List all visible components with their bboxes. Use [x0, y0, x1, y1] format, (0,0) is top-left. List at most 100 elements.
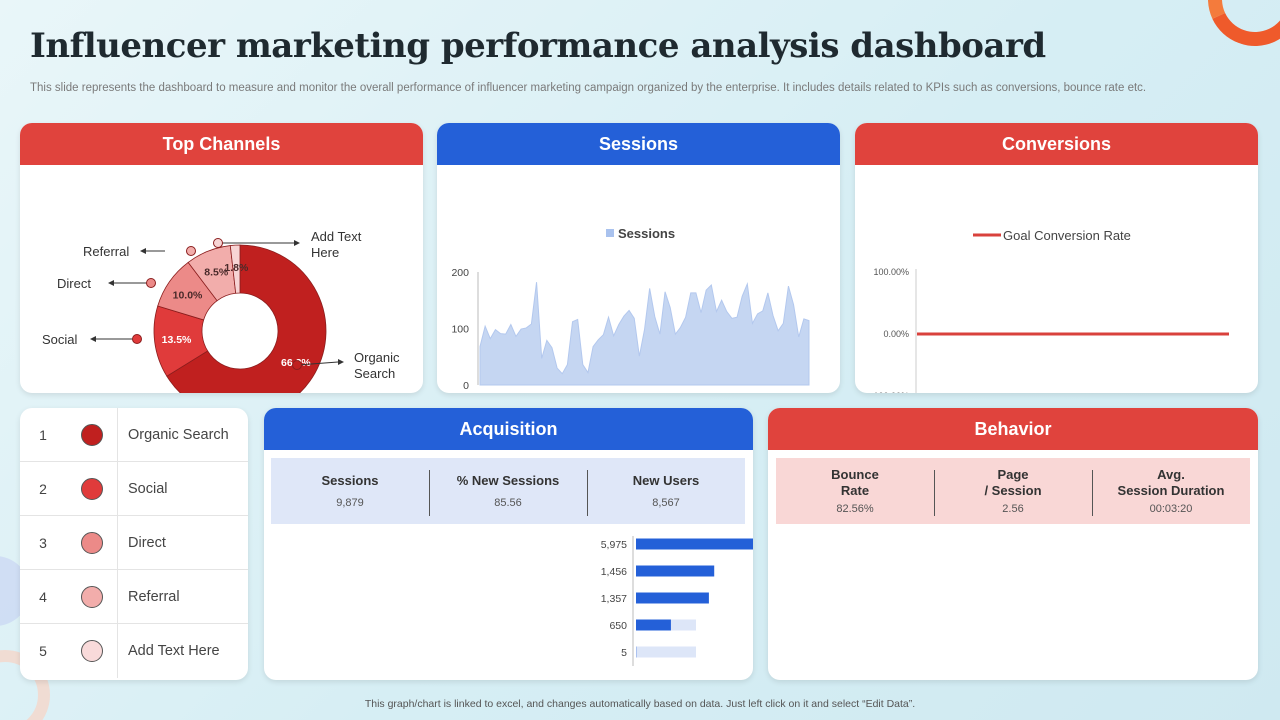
- kpi-new-sessions-value: 85.56: [494, 497, 522, 509]
- acquisition-bar-label: 5,975: [601, 539, 627, 551]
- callout-dot: [132, 334, 142, 344]
- decorative-ring: [1194, 0, 1280, 60]
- kpi-sessions-label: Sessions: [321, 473, 379, 488]
- legend-rank: 3: [39, 534, 47, 551]
- callout-referral: Referral: [83, 244, 129, 259]
- kpi-bounce-label-2: Rate: [840, 483, 870, 498]
- donut-slice-add-text-here[interactable]: [229, 244, 241, 294]
- callout-dot: [186, 246, 196, 256]
- conversions-legend-label: Goal Conversion Rate: [1003, 228, 1131, 243]
- sessions-header: Sessions: [437, 123, 840, 165]
- kpi-duration-value: 00:03:20: [1149, 503, 1193, 515]
- callout-direct: Direct: [57, 276, 91, 291]
- kpi-sessions: Sessions 9,879: [271, 458, 429, 524]
- conversions-ytick: -100.00%: [870, 391, 909, 393]
- kpi-page-label-2: / Session: [984, 483, 1042, 498]
- acquisition-header: Acquisition: [264, 408, 753, 450]
- donut-label-add-text-here: 1.8%: [224, 262, 249, 274]
- conversions-header: Conversions: [855, 123, 1258, 165]
- callout-organic-line2: Search: [354, 366, 395, 381]
- callout-dot: [146, 278, 156, 288]
- acquisition-bar[interactable]: [636, 592, 709, 604]
- sessions-legend-label: Sessions: [618, 226, 675, 241]
- legend-row-referral: 4 Referral: [20, 569, 248, 624]
- kpi-sessions-value: 9,879: [336, 497, 364, 509]
- kpi-new-sessions: % New Sessions 85.56: [429, 458, 587, 524]
- kpi-new-users-value: 8,567: [652, 497, 680, 509]
- kpi-page-value: 2.56: [1002, 503, 1024, 515]
- callout-other-line2: Here: [311, 245, 339, 260]
- legend-color-dot: [80, 423, 103, 446]
- callout-organic-line1: Organic: [354, 350, 400, 365]
- legend-label: Organic Search: [128, 426, 229, 443]
- page-subtitle: This slide represents the dashboard to m…: [30, 82, 1147, 94]
- legend-color-dot: [80, 640, 103, 662]
- acquisition-bar-label: 5: [621, 647, 627, 659]
- acquisition-bar-track: [636, 646, 696, 658]
- legend-color-dot: [80, 477, 103, 500]
- kpi-duration-label-2: Session Duration: [1117, 483, 1225, 498]
- legend-rank: 5: [39, 643, 47, 659]
- legend-row-social: 2 Social: [20, 461, 248, 516]
- acquisition-bar-label: 650: [609, 620, 627, 632]
- acquisition-bar-chart[interactable]: 5,975 1,456 1,357 650 5: [264, 532, 753, 672]
- conversions-line-chart[interactable]: Goal Conversion Rate -100.00% 0.00% 100.00…: [855, 165, 1258, 393]
- kpi-new-sessions-label: % New Sessions: [456, 473, 560, 488]
- callout-social: Social: [42, 332, 78, 347]
- legend-rank: 2: [39, 480, 47, 497]
- acquisition-card: Acquisition Sessions 9,879 % New Session…: [264, 408, 753, 680]
- top-channels-card: Top Channels 66.2%13.5%10.0%8.5%1.8% Ref…: [20, 123, 423, 393]
- acquisition-kpi-strip: Sessions 9,879 % New Sessions 85.56 New …: [271, 458, 745, 524]
- conversions-ytick: 0.00%: [883, 329, 909, 339]
- kpi-bounce-rate: Bounce Rate 82.56%: [776, 458, 934, 524]
- kpi-page-label-1: Page: [997, 467, 1029, 482]
- legend-row-organic-search: 1 Organic Search: [20, 408, 248, 462]
- acquisition-bar[interactable]: [636, 619, 671, 631]
- kpi-avg-duration: Avg. Session Duration 00:03:20: [1092, 458, 1250, 524]
- behavior-card: Behavior Bounce Rate 82.56% Page / Sessi…: [768, 408, 1258, 680]
- channel-legend-list: 1 Organic Search 2 Social 3 Direct 4 Referral 5 A…: [20, 408, 248, 680]
- sessions-legend-swatch: [606, 229, 614, 237]
- top-channels-header: Top Channels: [20, 123, 423, 165]
- conversions-ytick: 100.00%: [873, 267, 909, 277]
- kpi-page-session: Page / Session 2.56: [934, 458, 1092, 524]
- sessions-area-series[interactable]: [479, 281, 810, 386]
- legend-color-dot: [80, 531, 103, 554]
- kpi-duration-label-1: Avg.: [1157, 467, 1185, 482]
- sessions-xtick-month: Jun: [698, 392, 715, 393]
- legend-rank: 4: [39, 588, 47, 605]
- top-channels-donut-chart[interactable]: 66.2%13.5%10.0%8.5%1.8% Referral Direct …: [20, 165, 423, 393]
- kpi-bounce-label-1: Bounce: [831, 467, 879, 482]
- donut-label-social: 13.5%: [162, 334, 192, 346]
- behavior-header: Behavior: [768, 408, 1258, 450]
- donut-slice-organic-search[interactable]: [166, 244, 327, 393]
- acquisition-bar[interactable]: [636, 538, 753, 550]
- legend-dot-cell: [66, 515, 118, 570]
- legend-label: Add Text Here: [128, 643, 220, 659]
- legend-row-add-text-here: 5 Add Text Here: [20, 624, 248, 678]
- callout-dot: [292, 360, 302, 370]
- sessions-ytick: 0: [463, 380, 469, 392]
- legend-row-direct: 3 Direct: [20, 515, 248, 570]
- kpi-bounce-value: 82.56%: [836, 503, 874, 515]
- behavior-kpi-strip: Bounce Rate 82.56% Page / Session 2.56 A…: [776, 458, 1250, 524]
- footer-note: This graph/chart is linked to excel, and…: [364, 698, 916, 710]
- sessions-xtick-month: May: [583, 392, 604, 393]
- conversions-card: Conversions Goal Conversion Rate -100.00…: [855, 123, 1258, 393]
- callout-dot: [213, 238, 223, 248]
- callout-other-line1: Add Text: [311, 229, 362, 244]
- donut-label-direct: 10.0%: [173, 289, 203, 301]
- behavior-bar-chart[interactable]: 84.56%72.85%81.56%89.25%69.25%: [768, 532, 1258, 672]
- sessions-ytick: 100: [451, 324, 469, 336]
- legend-label: Direct: [128, 534, 166, 551]
- legend-label: Social: [128, 480, 168, 497]
- donut-label-referral: 8.5%: [204, 267, 229, 279]
- legend-dot-cell: [66, 624, 118, 678]
- legend-dot-cell: [66, 408, 118, 462]
- page-title: Influencer marketing performance analysi…: [30, 26, 1046, 66]
- acquisition-bar-label: 1,357: [601, 593, 627, 605]
- acquisition-bar[interactable]: [636, 565, 715, 577]
- sessions-xtick-month: Aug: [800, 392, 819, 393]
